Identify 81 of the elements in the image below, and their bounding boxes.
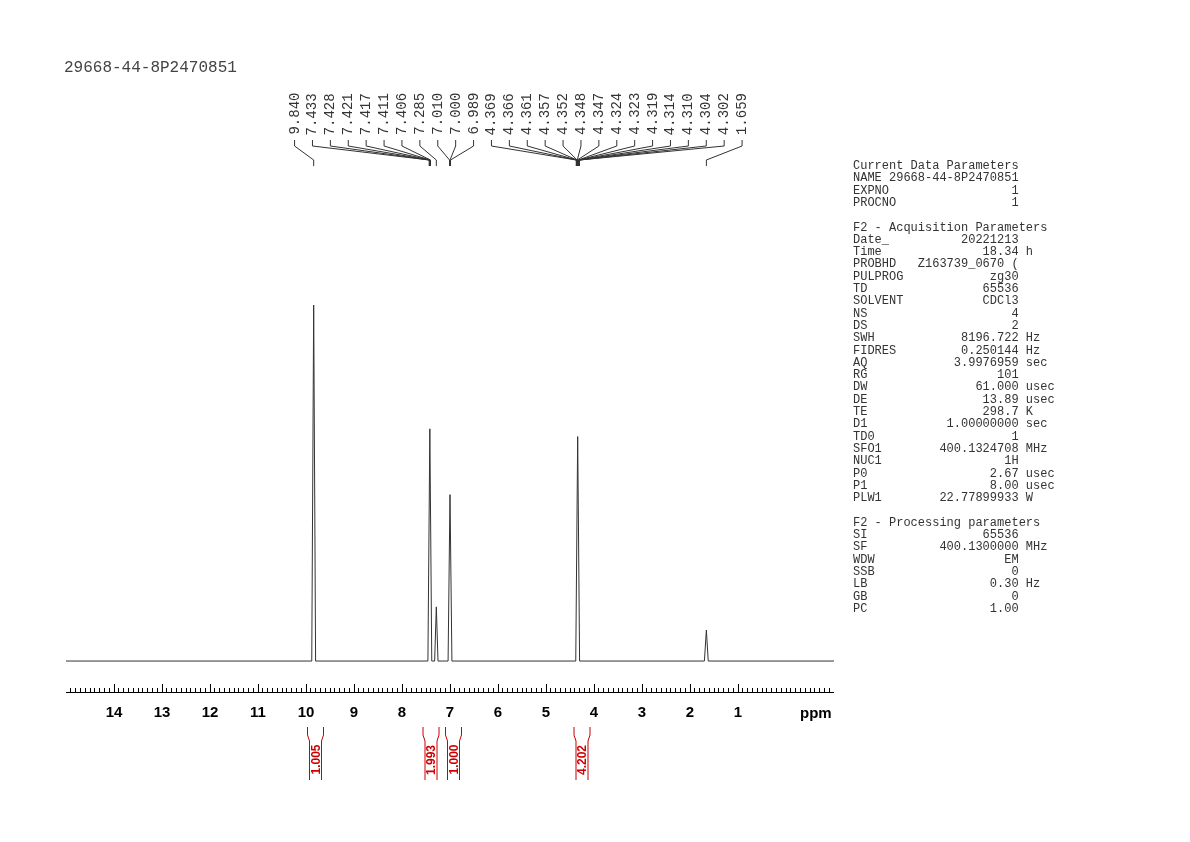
annotation: 7.417 xyxy=(358,93,375,136)
text: PLW1 22.77899933 W xyxy=(853,491,1034,505)
text: F2 - Acquisition Parameters xyxy=(853,221,1048,235)
annotation: 4.352 xyxy=(555,93,572,136)
text: Date_ 20221213 xyxy=(853,233,1019,247)
text: Current Data Parameters xyxy=(853,159,1019,173)
annotation: 4.302 xyxy=(716,93,733,136)
text: F2 - Processing parameters xyxy=(853,516,1041,530)
text: SOLVENT CDCl3 xyxy=(853,294,1019,308)
text: RG 101 xyxy=(853,368,1019,382)
text: SWH 8196.722 Hz xyxy=(853,331,1041,345)
annotation: 4.323 xyxy=(626,92,643,135)
text: NUC1 1H xyxy=(853,454,1019,468)
text: GB 0 xyxy=(853,590,1019,604)
x-tick-label: 3 xyxy=(637,703,647,720)
text: P0 2.67 usec xyxy=(853,467,1055,481)
annotation: 4.348 xyxy=(572,92,589,135)
text: SI 65536 xyxy=(853,528,1019,542)
annotation: 4.314 xyxy=(662,93,679,136)
x-tick-label: 6 xyxy=(493,703,503,720)
text: PC 1.00 xyxy=(853,602,1019,616)
annotation: 4.304 xyxy=(698,93,715,136)
x-tick-label: 13 xyxy=(153,703,171,720)
annotation: 4.347 xyxy=(590,92,607,135)
text: DS 2 xyxy=(853,319,1019,333)
annotation: 7.411 xyxy=(376,93,393,136)
annotation: 4.369 xyxy=(483,93,500,136)
text: DE 13.89 usec xyxy=(853,393,1055,407)
text: P1 8.00 usec xyxy=(853,479,1055,493)
x-tick-label: 2 xyxy=(685,703,695,720)
text: D1 1.00000000 sec xyxy=(853,417,1048,431)
x-tick-label: 1 xyxy=(733,703,743,720)
text: TE 298.7 K xyxy=(853,405,1034,419)
x-tick-label: 4 xyxy=(589,703,599,720)
text: NS 4 xyxy=(853,307,1019,321)
annotation: 4.366 xyxy=(501,93,518,136)
text: AQ 3.9976959 sec xyxy=(853,356,1048,370)
annotation: 1.659 xyxy=(734,93,751,136)
x-axis-title: ppm xyxy=(800,704,832,721)
text: SSB 0 xyxy=(853,565,1019,579)
text: FIDRES 0.250144 Hz xyxy=(853,344,1041,358)
annotation: 9.840 xyxy=(286,92,303,135)
x-tick-label: 9 xyxy=(349,703,359,720)
annotation: 4.357 xyxy=(537,93,554,136)
annotation: 4.319 xyxy=(644,92,661,135)
annotation: 4.310 xyxy=(680,93,697,136)
x-tick-label: 12 xyxy=(201,703,219,720)
text: EXPNO 1 xyxy=(853,184,1019,198)
text: PULPROG zg30 xyxy=(853,270,1019,284)
annotation: 7.285 xyxy=(411,92,428,135)
text: SFO1 400.1324708 MHz xyxy=(853,442,1048,456)
annotation: 7.421 xyxy=(340,93,357,136)
text: NAME 29668-44-8P2470851 xyxy=(853,171,1019,185)
x-tick-label: 11 xyxy=(250,703,266,720)
x-tick-label: 5 xyxy=(541,703,551,720)
x-tick-label: 14 xyxy=(105,703,123,720)
x-tick-label: 8 xyxy=(397,703,407,720)
text: PROCNO 1 xyxy=(853,196,1019,210)
text: 4.202 xyxy=(575,744,589,775)
text: 1.005 xyxy=(308,744,323,775)
annotation: 4.324 xyxy=(608,92,625,135)
chart-title: 29668-44-8P2470851 xyxy=(64,59,237,77)
annotation: 7.010 xyxy=(429,92,446,135)
text: 1.993 xyxy=(424,744,438,775)
text: SF 400.1300000 MHz xyxy=(853,540,1048,554)
text: DW 61.000 usec xyxy=(853,380,1055,394)
annotation: 7.406 xyxy=(393,92,410,135)
annotation: 7.428 xyxy=(322,93,339,136)
annotation: 4.361 xyxy=(519,93,536,136)
text: TD 65536 xyxy=(853,282,1019,296)
text: Time 18.34 h xyxy=(853,245,1034,259)
annotation: 6.989 xyxy=(465,92,482,135)
text: PROBHD Z163739_0670 ( xyxy=(853,257,1019,271)
text: LB 0.30 Hz xyxy=(853,577,1041,591)
x-tick-label: 7 xyxy=(445,703,455,720)
x-tick-label: 10 xyxy=(297,703,315,720)
text: 1.000 xyxy=(446,744,461,775)
text: WDW EM xyxy=(853,553,1019,567)
text: TD0 1 xyxy=(853,430,1019,444)
annotation: 7.000 xyxy=(447,92,464,135)
annotation: 7.433 xyxy=(304,93,321,136)
